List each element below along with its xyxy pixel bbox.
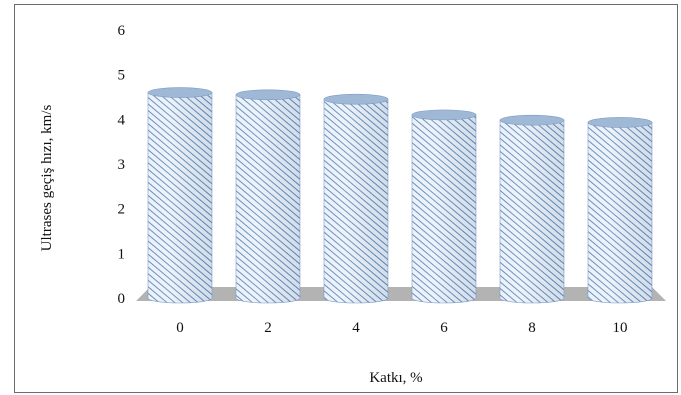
bar-shading bbox=[236, 94, 300, 304]
y-tick-label: 3 bbox=[118, 157, 126, 173]
bar-top bbox=[235, 89, 301, 101]
bar-top bbox=[411, 109, 477, 121]
x-tick-label: 10 bbox=[613, 320, 628, 336]
bar-10 bbox=[587, 117, 653, 304]
x-tick-label: 8 bbox=[528, 320, 536, 336]
bar-top bbox=[587, 117, 653, 128]
x-tick-label: 4 bbox=[352, 320, 360, 336]
y-tick-label: 2 bbox=[118, 202, 126, 218]
y-axis-title: Ultrases geçiş hızı, km/s bbox=[39, 105, 55, 252]
y-tick-label: 0 bbox=[118, 291, 126, 307]
bar-shading bbox=[148, 92, 212, 304]
bar-top bbox=[147, 87, 213, 98]
y-tick-label: 6 bbox=[118, 23, 126, 39]
chart-floor bbox=[136, 287, 666, 301]
bar-4 bbox=[323, 93, 389, 304]
bar-shading bbox=[412, 114, 476, 303]
bar-0 bbox=[147, 87, 213, 304]
bars-group bbox=[147, 87, 653, 304]
bar-top bbox=[499, 114, 565, 126]
y-tick-label: 5 bbox=[118, 68, 126, 84]
bar-shading bbox=[588, 122, 652, 304]
y-axis-ticks: 0 1 2 3 4 5 6 bbox=[118, 23, 126, 307]
x-axis-ticks: 0 2 4 6 8 10 bbox=[176, 320, 627, 336]
bar-6 bbox=[411, 109, 477, 304]
bar-2 bbox=[235, 89, 301, 304]
x-tick-label: 6 bbox=[440, 320, 448, 336]
y-tick-label: 4 bbox=[118, 112, 126, 128]
bar-shading bbox=[500, 120, 564, 303]
bar-shading bbox=[324, 99, 388, 303]
bar-top bbox=[323, 93, 389, 105]
x-tick-label: 2 bbox=[264, 320, 272, 336]
x-axis-title: Katkı, % bbox=[369, 370, 422, 386]
bar-8 bbox=[499, 114, 565, 304]
y-tick-label: 1 bbox=[118, 246, 126, 262]
x-tick-label: 0 bbox=[176, 320, 184, 336]
